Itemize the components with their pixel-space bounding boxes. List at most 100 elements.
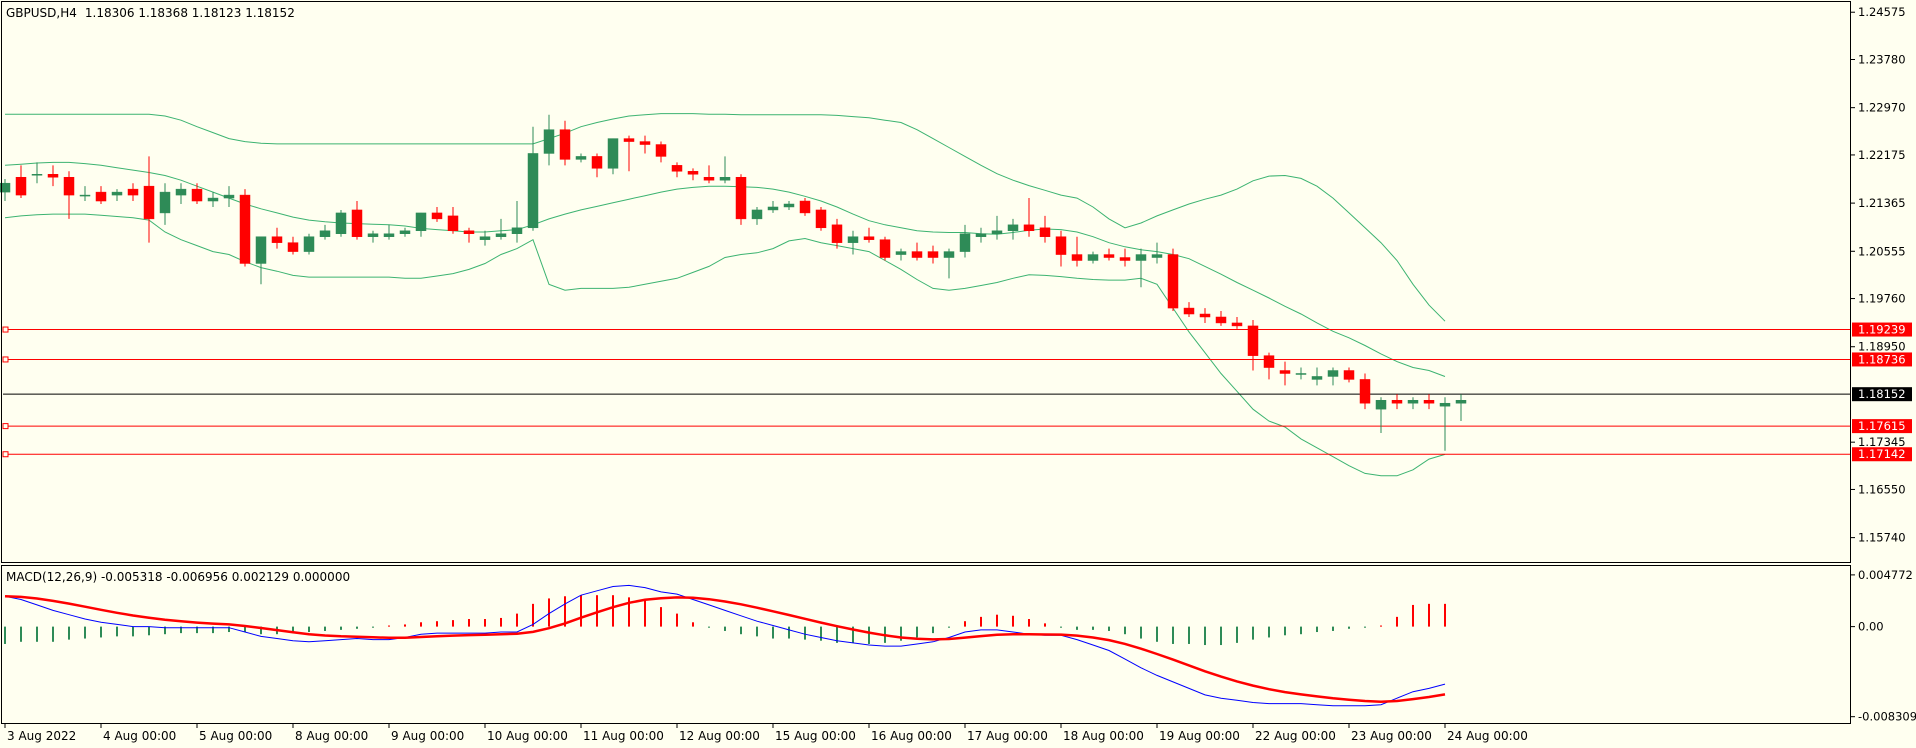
candle <box>1247 319 1259 371</box>
candle <box>639 135 651 154</box>
candle-body <box>63 176 75 196</box>
time-axis: 3 Aug 2022 4 Aug 00:00 5 Aug 00:00 8 Aug 00… <box>4 724 1528 743</box>
macd-header-label: MACD(12,26,9) -0.005318 -0.006956 0.0021… <box>6 570 350 584</box>
level-handle[interactable] <box>2 451 9 458</box>
candle <box>255 236 267 285</box>
candle-body <box>815 209 827 229</box>
level-handle[interactable] <box>2 356 9 363</box>
candlesticks <box>0 114 1467 451</box>
candle-body <box>783 203 795 208</box>
candle-body <box>959 233 971 252</box>
candle <box>79 186 91 202</box>
candle-body <box>687 171 699 175</box>
candle <box>1375 397 1387 433</box>
candle-body <box>943 251 955 258</box>
candle <box>367 230 379 243</box>
macd-tick-label: 0.004772 <box>1858 568 1913 582</box>
candle <box>1007 218 1019 240</box>
candle <box>1343 367 1355 383</box>
candle-body <box>431 212 443 220</box>
candle-body <box>1423 399 1435 404</box>
candle <box>1455 394 1467 422</box>
main-panel-frame <box>1 1 1851 563</box>
candle <box>495 218 507 240</box>
candle-body <box>399 230 411 234</box>
time-tick-label: 22 Aug 00:00 <box>1255 729 1336 743</box>
candle <box>1135 248 1147 288</box>
candle <box>767 201 779 213</box>
candle-body <box>111 191 123 196</box>
candle <box>991 215 1003 240</box>
candle <box>383 224 395 240</box>
candle-body <box>735 176 747 220</box>
candle <box>911 242 923 261</box>
candle-body <box>1119 257 1131 261</box>
candle <box>143 156 155 243</box>
candle <box>15 165 27 199</box>
candle <box>1119 248 1131 267</box>
candle-body <box>79 194 91 197</box>
price-tick-label: 1.20555 <box>1858 244 1906 258</box>
candle-body <box>1087 254 1099 261</box>
candle <box>1199 308 1211 323</box>
candle-body <box>543 129 555 154</box>
candle-body <box>1151 254 1163 258</box>
candle <box>1311 367 1323 386</box>
candle <box>1439 397 1451 451</box>
candle-body <box>655 144 667 157</box>
candle-body <box>1343 370 1355 380</box>
candle-body <box>1231 322 1243 327</box>
candle <box>895 248 907 261</box>
candle <box>831 218 843 249</box>
candle-body <box>207 197 219 202</box>
candle <box>1423 394 1435 410</box>
time-tick-label: 18 Aug 00:00 <box>1063 729 1144 743</box>
candle <box>815 206 827 231</box>
candle <box>1231 316 1243 329</box>
candle-body <box>127 188 139 196</box>
level-handle[interactable] <box>2 423 9 430</box>
candle-body <box>287 242 299 252</box>
candle-body <box>143 185 155 220</box>
candle-body <box>879 239 891 258</box>
candle <box>447 206 459 234</box>
candle <box>463 227 475 243</box>
candle-body <box>559 129 571 160</box>
horizontal-levels <box>2 326 1851 458</box>
candle <box>1103 248 1115 261</box>
candle-body <box>847 236 859 243</box>
candle <box>687 168 699 181</box>
candle-body <box>1439 402 1451 407</box>
macd-signal-line <box>4 595 1446 703</box>
candle <box>527 126 539 231</box>
price-tick-label: 1.23780 <box>1858 52 1906 66</box>
candle-body <box>239 194 251 264</box>
candle <box>191 183 203 205</box>
candle-body <box>1359 379 1371 404</box>
candle-body <box>1167 254 1179 309</box>
level-price-tag-label: 1.17615 <box>1858 419 1906 433</box>
macd-indicator <box>4 584 1446 707</box>
candle-body <box>1215 316 1227 324</box>
candle <box>47 165 59 187</box>
level-handle[interactable] <box>2 326 9 333</box>
time-tick-label: 4 Aug 00:00 <box>103 729 176 743</box>
candle-body <box>1247 325 1259 356</box>
candle-body <box>463 230 475 234</box>
candle-body <box>1279 370 1291 374</box>
candle <box>959 224 971 258</box>
candle-body <box>479 236 491 240</box>
candle-body <box>447 215 459 232</box>
candle <box>1215 311 1227 326</box>
candle-body <box>191 188 203 202</box>
current-price-tag <box>1852 387 1912 402</box>
candle-body <box>799 200 811 214</box>
band-upper-line <box>5 113 1446 322</box>
time-tick-label: 17 Aug 00:00 <box>967 729 1048 743</box>
candle <box>415 212 427 237</box>
candle <box>271 227 283 249</box>
candle <box>0 179 11 202</box>
candle-body <box>703 176 715 181</box>
